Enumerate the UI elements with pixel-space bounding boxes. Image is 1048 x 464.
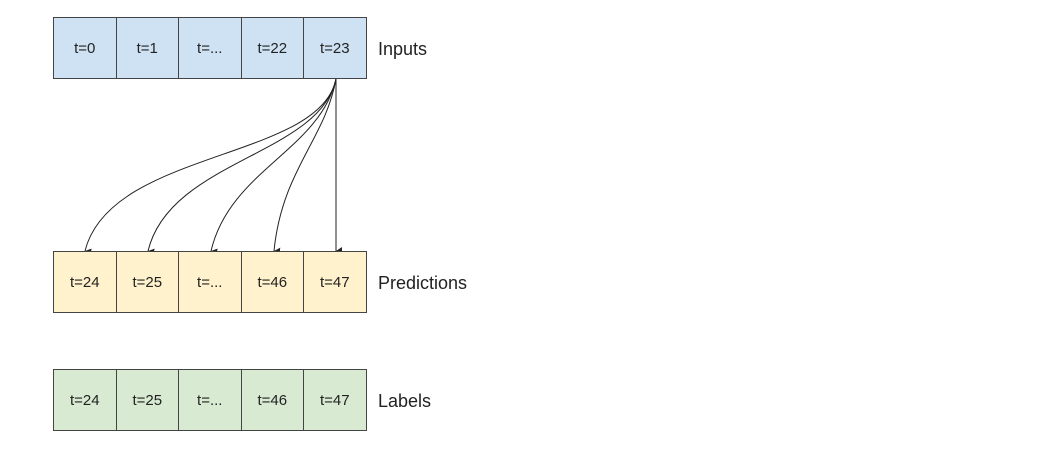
predictions-cell: t=24 (53, 251, 117, 313)
predictions-cell: t=25 (115, 251, 179, 313)
inputs-row-label: Inputs (378, 39, 428, 59)
labels-cell: t=25 (115, 369, 179, 431)
labels-cell: t=46 (240, 369, 304, 431)
inputs-row: t=0 t=1 t=... t=22 t=23 (53, 17, 367, 79)
predictions-row: t=24 t=25 t=... t=46 t=47 (53, 251, 367, 313)
predictions-cell: t=47 (303, 251, 367, 313)
arrow-to-t46 (273, 78, 337, 256)
labels-cell: t=24 (53, 369, 117, 431)
inputs-cell: t=22 (240, 17, 304, 79)
inputs-cell: t=... (178, 17, 242, 79)
labels-row-label: Labels (378, 391, 432, 411)
inputs-cell: t=1 (115, 17, 179, 79)
predictions-cell: t=46 (240, 251, 304, 313)
predictions-cell: t=... (178, 251, 242, 313)
arrow-to-t-ellipsis (210, 78, 337, 257)
labels-cell: t=... (178, 369, 242, 431)
arrow-to-t24 (84, 78, 337, 257)
inputs-cell: t=23 (303, 17, 367, 79)
predictions-row-label: Predictions (378, 273, 468, 293)
labels-cell: t=47 (303, 369, 367, 431)
inputs-cell: t=0 (53, 17, 117, 79)
labels-row: t=24 t=25 t=... t=46 t=47 (53, 369, 367, 431)
arrow-to-t25 (147, 78, 337, 257)
